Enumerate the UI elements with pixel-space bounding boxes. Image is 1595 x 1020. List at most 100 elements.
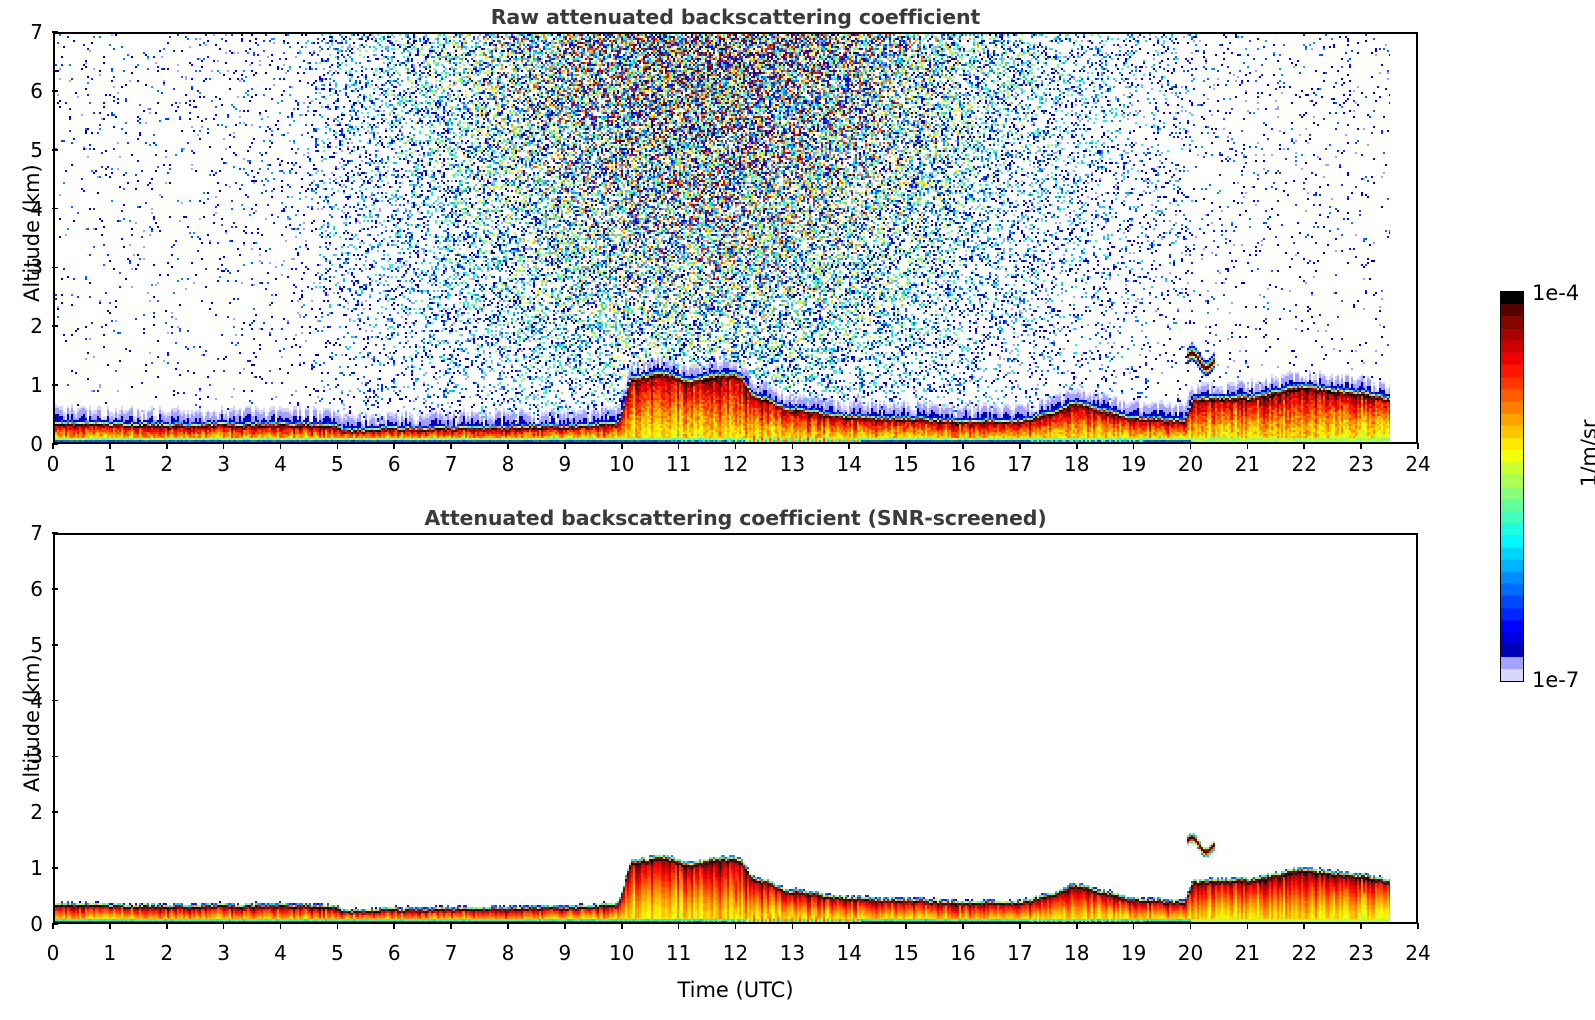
x-tick [962, 923, 964, 929]
x-tick-label: 11 [665, 941, 692, 965]
y-tick [52, 923, 58, 925]
x-tick [1075, 443, 1078, 449]
y-tick-label: 2 [30, 800, 43, 825]
x-tick-label: 5 [331, 941, 344, 965]
x-tick-label: 1 [103, 941, 117, 965]
x-tick-label: 15 [893, 452, 919, 476]
colorbar-gradient [1500, 291, 1524, 682]
x-tick-label: 14 [836, 452, 862, 476]
x-tick [791, 923, 794, 929]
y-axis-title-bottom: Altitude (km) [20, 654, 44, 792]
x-tick [336, 923, 339, 929]
x-tick [564, 443, 566, 449]
y-tick-label: 5 [30, 632, 43, 657]
y-tick [52, 384, 58, 386]
plot-panel-screened [53, 533, 1418, 924]
x-tick [52, 443, 54, 449]
x-tick [165, 443, 168, 449]
x-tick [222, 443, 225, 449]
x-tick [1246, 923, 1249, 929]
x-tick [1019, 443, 1021, 449]
x-tick-label: 17 [1007, 452, 1033, 476]
x-tick [848, 443, 851, 449]
x-tick-label: 7 [444, 452, 458, 476]
x-tick [564, 923, 566, 929]
x-tick-label: 10 [609, 452, 635, 476]
x-tick [1303, 923, 1306, 929]
y-tick-label: 7 [30, 20, 43, 44]
y-tick [52, 643, 58, 646]
x-tick-label: 22 [1291, 452, 1317, 476]
x-axis-title: Time (UTC) [677, 978, 794, 1002]
y-tick-label: 3 [30, 255, 43, 280]
x-tick [1417, 443, 1419, 449]
x-tick [507, 923, 509, 929]
x-tick [734, 443, 737, 449]
x-tick [450, 923, 452, 929]
x-tick-label: 13 [779, 941, 806, 965]
x-tick [905, 923, 907, 929]
x-tick-label: 6 [387, 941, 401, 965]
x-tick [1360, 923, 1362, 929]
y-tick [52, 867, 58, 869]
x-tick [165, 923, 168, 929]
x-tick-label: 20 [1177, 452, 1204, 476]
x-tick [279, 443, 282, 449]
x-tick [791, 443, 794, 449]
x-tick [450, 443, 452, 449]
x-tick-label: 14 [836, 941, 862, 965]
y-tick [52, 31, 58, 33]
y-tick [52, 588, 58, 590]
x-tick [1360, 443, 1362, 449]
x-tick-label: 2 [160, 452, 174, 476]
x-tick [677, 443, 680, 449]
x-tick [1132, 923, 1135, 929]
y-tick-label: 7 [30, 521, 43, 545]
x-tick-label: 3 [217, 941, 230, 965]
x-tick-label: 18 [1064, 941, 1090, 965]
x-tick-label: 24 [1405, 941, 1431, 965]
y-tick [52, 755, 58, 758]
y-tick-label: 4 [30, 196, 43, 221]
y-tick-label: 2 [30, 314, 43, 339]
x-tick-label: 21 [1234, 452, 1261, 476]
panel-title-raw: Raw attenuated backscattering coefficien… [490, 5, 981, 29]
x-tick-label: 8 [501, 941, 515, 965]
x-tick [620, 443, 623, 449]
plot-panel-raw [53, 32, 1418, 444]
x-tick-label: 8 [501, 452, 515, 476]
colorbar-min-label: 1e-7 [1532, 668, 1580, 692]
colorbar-max-label: 1e-4 [1532, 281, 1580, 305]
x-tick [848, 923, 851, 929]
x-tick [507, 443, 509, 449]
x-tick-label: 12 [722, 941, 749, 965]
heatmap-raw [55, 34, 1416, 442]
x-tick-label: 15 [893, 941, 919, 965]
x-tick [393, 443, 396, 449]
x-tick [1246, 443, 1249, 449]
x-tick-label: 12 [722, 452, 749, 476]
x-tick-label: 0 [46, 452, 60, 476]
x-tick [677, 923, 680, 929]
x-tick-label: 7 [444, 941, 458, 965]
colorbar [1500, 291, 1524, 682]
y-tick-label: 3 [30, 744, 43, 769]
x-tick-label: 22 [1291, 941, 1317, 965]
x-tick [1075, 923, 1078, 929]
x-tick-label: 24 [1405, 452, 1431, 476]
x-tick-label: 23 [1348, 941, 1374, 965]
y-tick-label: 6 [30, 576, 43, 601]
x-tick [222, 923, 225, 929]
y-tick [52, 699, 58, 702]
panel-title-screened: Attenuated backscattering coefficient (S… [424, 506, 1047, 530]
colorbar-unit-label: 1/m/sr [1577, 419, 1595, 487]
x-tick-label: 16 [950, 941, 976, 965]
x-tick [52, 923, 54, 929]
x-tick [905, 443, 907, 449]
x-tick [962, 443, 964, 449]
x-tick [734, 923, 737, 929]
x-tick [393, 923, 396, 929]
x-tick [109, 443, 111, 449]
y-tick [52, 90, 58, 92]
x-tick [1189, 443, 1192, 449]
